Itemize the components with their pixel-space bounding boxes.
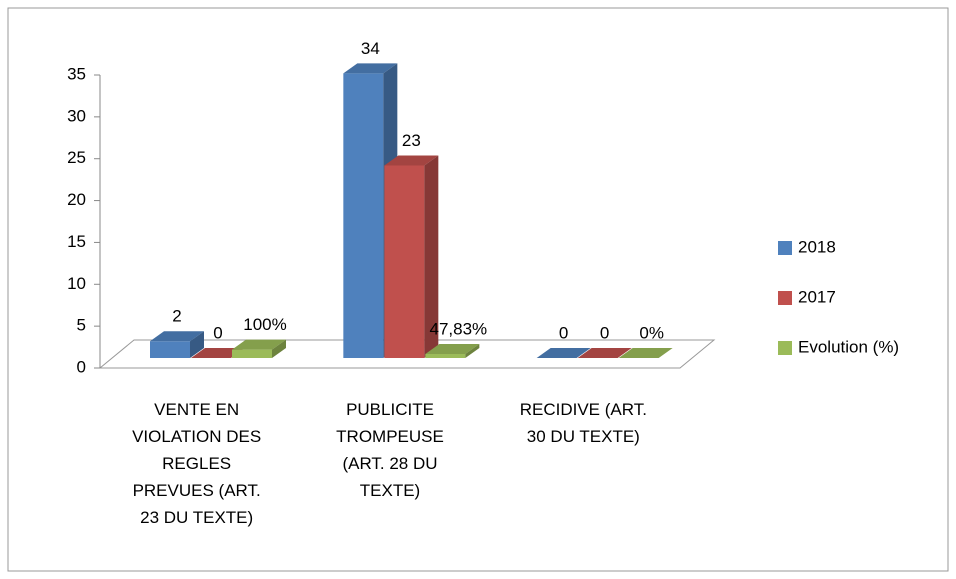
bar-side (465, 343, 480, 358)
value-label: 47,83% (429, 319, 487, 338)
bar-top (425, 343, 480, 354)
bar-top (384, 155, 439, 166)
legend-swatch (778, 241, 792, 255)
y-tick-label: 25 (67, 148, 86, 167)
chart-border (7, 7, 949, 572)
value-label: 2 (172, 307, 181, 326)
value-label: 0 (213, 323, 222, 342)
value-label: 0 (600, 323, 609, 342)
legend-label: Evolution (%) (798, 337, 899, 356)
legend-swatch (778, 291, 792, 305)
bar-top (232, 339, 286, 350)
x-tick-label: RECIDIVE (ART. 30 DU TEXTE) (519, 400, 647, 446)
legend-label: 2017 (798, 287, 836, 306)
y-tick-label: 15 (67, 232, 86, 251)
value-label: 23 (402, 131, 421, 150)
y-tick-label: 20 (67, 190, 86, 209)
bar-front (425, 353, 466, 358)
legend-label: 2018 (798, 237, 836, 256)
value-label: 34 (361, 39, 380, 58)
x-tick-label: PUBLICITE TROMPEUSE (ART. 28 DU TEXTE) (336, 400, 444, 500)
value-label: 0% (639, 323, 664, 342)
y-tick-label: 35 (67, 64, 86, 83)
value-label: 100% (243, 315, 286, 334)
bar-top (618, 348, 673, 358)
bar-top (150, 331, 204, 342)
bar-front (232, 349, 272, 358)
bar-side (190, 331, 204, 358)
y-tick-label: 10 (67, 274, 86, 293)
y-tick-label: 5 (77, 316, 86, 335)
bar-top (577, 348, 632, 358)
bar-front (150, 341, 190, 358)
y-tick-label: 30 (67, 106, 86, 125)
bar-side (424, 155, 439, 358)
bar-front (343, 73, 384, 358)
y-tick-label: 0 (77, 357, 86, 376)
x-tick-label: VENTE EN VIOLATION DES REGLES PREVUES (A… (132, 400, 262, 527)
bar-top (343, 63, 398, 74)
bar-top (191, 348, 245, 358)
value-label: 0 (559, 323, 568, 342)
bar-top (536, 348, 591, 358)
bar-side (272, 339, 286, 358)
bar-front (384, 165, 425, 358)
legend-swatch (778, 341, 792, 355)
floor (98, 339, 716, 369)
